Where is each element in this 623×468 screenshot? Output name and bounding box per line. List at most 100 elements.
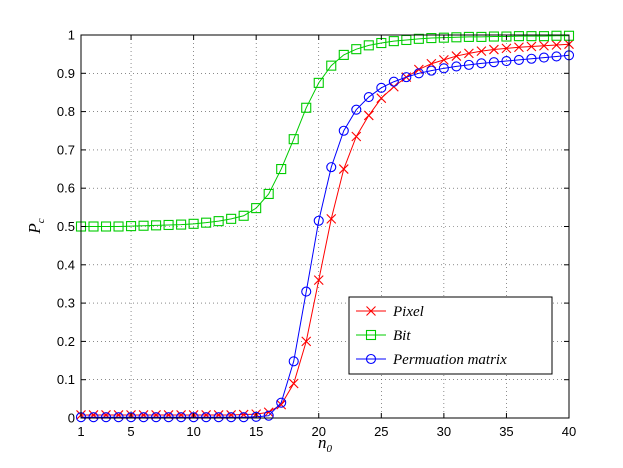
data-point: [338, 164, 349, 174]
data-point: [526, 53, 537, 64]
data-point: [213, 412, 224, 423]
x-tick-label: 1: [77, 424, 84, 439]
data-point: [276, 399, 287, 410]
data-point: [138, 220, 149, 231]
data-point: [238, 412, 249, 423]
data-point: [413, 33, 424, 44]
data-point: [126, 221, 137, 232]
data-point: [263, 407, 274, 418]
data-point: [201, 412, 212, 423]
x-tick-label: 40: [562, 424, 576, 439]
data-point: [413, 68, 424, 79]
data-point: [301, 336, 312, 347]
data-point: [388, 76, 399, 87]
legend-label: Pixel: [392, 304, 424, 320]
data-point: [438, 55, 449, 65]
data-point: [251, 203, 262, 214]
data-point: [100, 412, 112, 423]
data-point: [338, 49, 349, 60]
data-point: [138, 412, 149, 423]
data-point: [301, 102, 312, 113]
data-point: [313, 215, 324, 226]
data-point: [551, 40, 562, 50]
legend-label: Permuation matrix: [392, 352, 507, 368]
x-axis-label: n0: [318, 433, 333, 455]
series-line: [81, 54, 570, 418]
data-point: [438, 63, 449, 74]
data-point: [463, 31, 474, 42]
data-point: [88, 412, 99, 423]
y-tick-label: 0: [68, 411, 75, 426]
x-tick-label: 10: [186, 424, 200, 439]
x-tick-label: 5: [127, 424, 134, 439]
y-tick-label: 0.2: [57, 334, 75, 349]
legend-marker: [366, 306, 376, 316]
data-point: [376, 93, 387, 104]
data-point: [363, 91, 374, 103]
x-tick-label: 35: [499, 424, 513, 439]
data-point: [226, 412, 237, 423]
data-point: [263, 188, 274, 199]
data-point: [388, 36, 399, 47]
y-tick-label: 0.9: [57, 66, 75, 81]
data-point: [476, 31, 487, 42]
y-axis-label: Pc: [25, 218, 47, 234]
data-point: [213, 216, 224, 227]
y-tick-label: 0.6: [57, 181, 75, 196]
data-point: [501, 55, 512, 67]
legend-entry: Permuation matrix: [356, 352, 507, 368]
y-tick-label: 0.8: [57, 104, 75, 119]
data-point: [126, 412, 137, 423]
legend-entries: Pixel Bit Permuation matrix: [356, 304, 507, 368]
data-point: [551, 51, 562, 62]
data-point: [326, 60, 337, 71]
data-point: [100, 221, 112, 232]
legend-entry: Pixel: [356, 304, 424, 320]
data-point: [151, 220, 162, 231]
data-point: [188, 412, 199, 423]
data-point: [288, 134, 299, 145]
y-tick-label: 0.1: [57, 372, 75, 387]
legend-marker: [365, 329, 377, 341]
series-line: [81, 35, 569, 227]
data-point: [514, 42, 524, 53]
tick-layer: 1 5 10 15 20 25 30 35 4000.10.20.30.40.50.60.70.…: [57, 28, 576, 440]
series-2: [75, 50, 575, 423]
data-point: [501, 43, 512, 54]
series-1: [75, 30, 575, 232]
data-point: [251, 411, 262, 422]
y-tick-label: 0.3: [57, 296, 75, 311]
data-point: [451, 32, 462, 43]
legend-entry: Bit: [356, 328, 411, 344]
grid: [81, 35, 569, 418]
data-point: [288, 356, 299, 367]
series-line: [81, 43, 570, 416]
data-point: [451, 61, 462, 72]
data-point: [176, 219, 187, 230]
data-point: [488, 57, 499, 68]
data-point: [188, 218, 199, 229]
data-point: [313, 275, 324, 286]
data-point: [489, 44, 499, 55]
data-point: [313, 77, 324, 88]
data-point: [488, 31, 499, 42]
data-point: [426, 65, 437, 76]
data-point: [476, 58, 487, 69]
data-point: [376, 82, 387, 93]
data-point: [326, 162, 337, 173]
x-tick-label: 20: [312, 424, 326, 439]
data-point: [113, 221, 124, 232]
data-point: [263, 410, 274, 421]
data-point: [551, 30, 562, 41]
data-point: [301, 286, 312, 297]
data-point: [163, 412, 174, 423]
x-tick-label: 25: [374, 424, 388, 439]
data-point: [276, 164, 287, 175]
data-point: [151, 412, 162, 423]
data-point: [539, 40, 549, 51]
data-point: [351, 131, 362, 142]
legend-marker: [365, 353, 377, 365]
data-point: [426, 33, 437, 44]
data-point: [538, 31, 550, 42]
